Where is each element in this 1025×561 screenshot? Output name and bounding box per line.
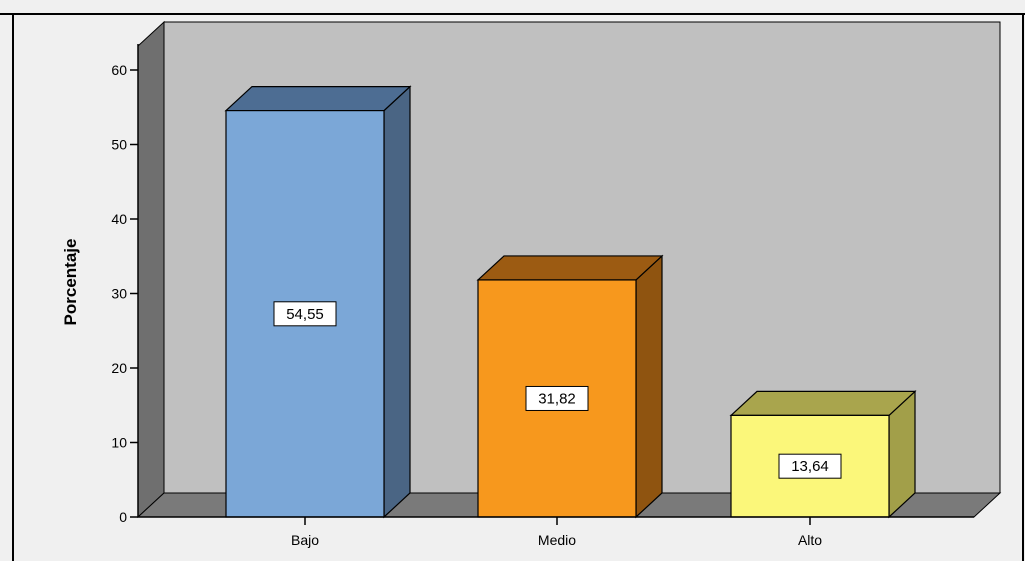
y-tick-label: 60 (111, 62, 127, 78)
bar-medio: 31,82 (476, 254, 664, 519)
left-wall (137, 20, 165, 519)
y-tick-label: 0 (119, 509, 127, 525)
bar-side (383, 85, 411, 519)
y-tick-label: 30 (111, 286, 127, 302)
data-label-box (778, 453, 842, 479)
y-tick-label: 40 (111, 211, 127, 227)
data-label-box (273, 301, 337, 327)
x-tick-label: Alto (798, 532, 822, 548)
y-tick-label: 10 (111, 435, 127, 451)
y-tick-label: 20 (111, 360, 127, 376)
data-label: 54,55 (286, 306, 324, 323)
x-tick-label: Bajo (291, 532, 319, 548)
data-label: 31,82 (538, 390, 576, 407)
bar-side (635, 254, 663, 519)
y-tick-label: 50 (111, 137, 127, 153)
bar-top (224, 86, 412, 112)
x-axis: Bajo Medio Alto (138, 516, 974, 548)
x-tick-label: Medio (538, 532, 576, 548)
data-label-box (525, 385, 589, 411)
bar-bajo: 54,55 (224, 85, 412, 519)
y-axis: 0 10 20 30 40 50 60 (111, 44, 139, 525)
bar-alto: 13,64 (729, 390, 917, 519)
bars: 54,55 31,82 13,64 (224, 85, 917, 519)
bar-top (476, 255, 664, 281)
bar-top (729, 390, 917, 416)
y-axis-title: Porcentaje (61, 239, 80, 326)
data-label: 13,64 (791, 458, 829, 475)
